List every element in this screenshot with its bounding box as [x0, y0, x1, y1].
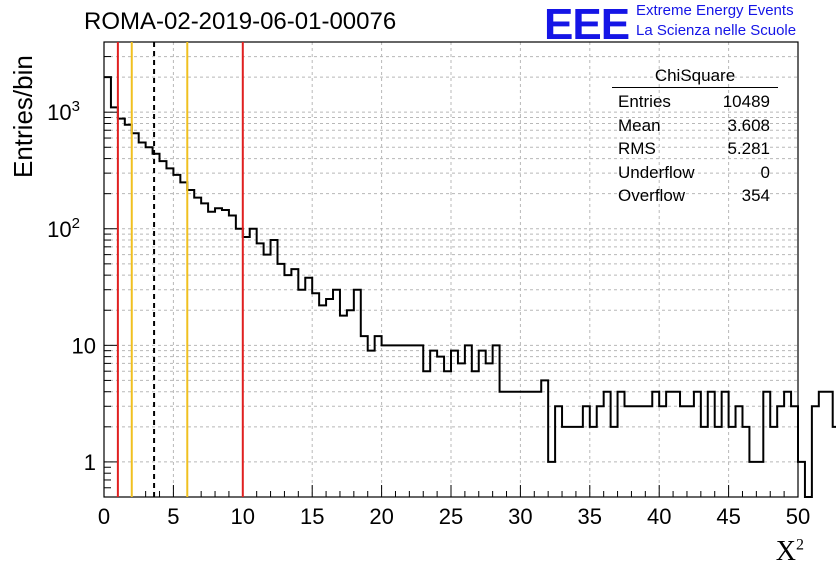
- stats-row-entries: Entries 10489: [612, 90, 778, 114]
- eee-logo: EEE: [544, 0, 630, 49]
- stats-label: Overflow: [618, 186, 686, 205]
- x-axis-label-base: X: [775, 536, 796, 567]
- stats-value: 3.608: [727, 115, 770, 135]
- y-tick-exponent: 3: [72, 98, 80, 115]
- x-tick-label: 20: [369, 504, 393, 529]
- stats-value: 5.281: [727, 139, 770, 158]
- logo-line-2: La Scienza nelle Scuole: [636, 22, 797, 39]
- y-tick-label: 103: [47, 98, 80, 125]
- y-tick-exponent: 2: [72, 215, 80, 232]
- y-tick-label: 102: [47, 215, 80, 242]
- histogram-series: [104, 76, 836, 498]
- stats-row-underflow: Underflow 0: [612, 161, 778, 185]
- stats-label: Mean: [618, 115, 661, 135]
- x-tick-label: 10: [231, 504, 255, 529]
- x-tick-label: 25: [439, 504, 463, 529]
- stats-title: ChiSquare: [612, 66, 778, 88]
- stats-value: 0: [760, 162, 770, 182]
- x-tick-label: 45: [716, 504, 740, 529]
- stats-label: Underflow: [618, 162, 695, 182]
- stats-box: ChiSquare Entries 10489 Mean 3.608 RMS 5…: [612, 66, 778, 208]
- stats-value: 10489: [722, 92, 770, 111]
- chart-title: ROMA-02-2019-06-01-00076: [84, 8, 397, 35]
- stats-label: Entries: [618, 92, 671, 111]
- x-tick-label: 0: [98, 504, 110, 529]
- y-tick-label: 1: [84, 450, 96, 475]
- x-axis-label-exp: 2: [796, 536, 804, 554]
- x-tick-label: 35: [578, 504, 602, 529]
- x-tick-label: 5: [167, 504, 179, 529]
- y-axis-label: Entries/bin: [8, 55, 38, 178]
- logo-line-1: Extreme Energy Events: [636, 2, 794, 19]
- stats-value: 354: [741, 186, 770, 205]
- y-tick-label: 10: [72, 333, 96, 358]
- stats-label: RMS: [618, 139, 656, 158]
- x-tick-label: 15: [300, 504, 324, 529]
- x-axis-label: X2: [776, 536, 804, 568]
- x-tick-label: 50: [786, 504, 810, 529]
- stats-row-rms: RMS 5.281: [612, 137, 778, 161]
- stats-row-overflow: Overflow 354: [612, 184, 778, 208]
- x-tick-label: 40: [647, 504, 671, 529]
- x-tick-label: 30: [508, 504, 532, 529]
- stats-row-mean: Mean 3.608: [612, 114, 778, 138]
